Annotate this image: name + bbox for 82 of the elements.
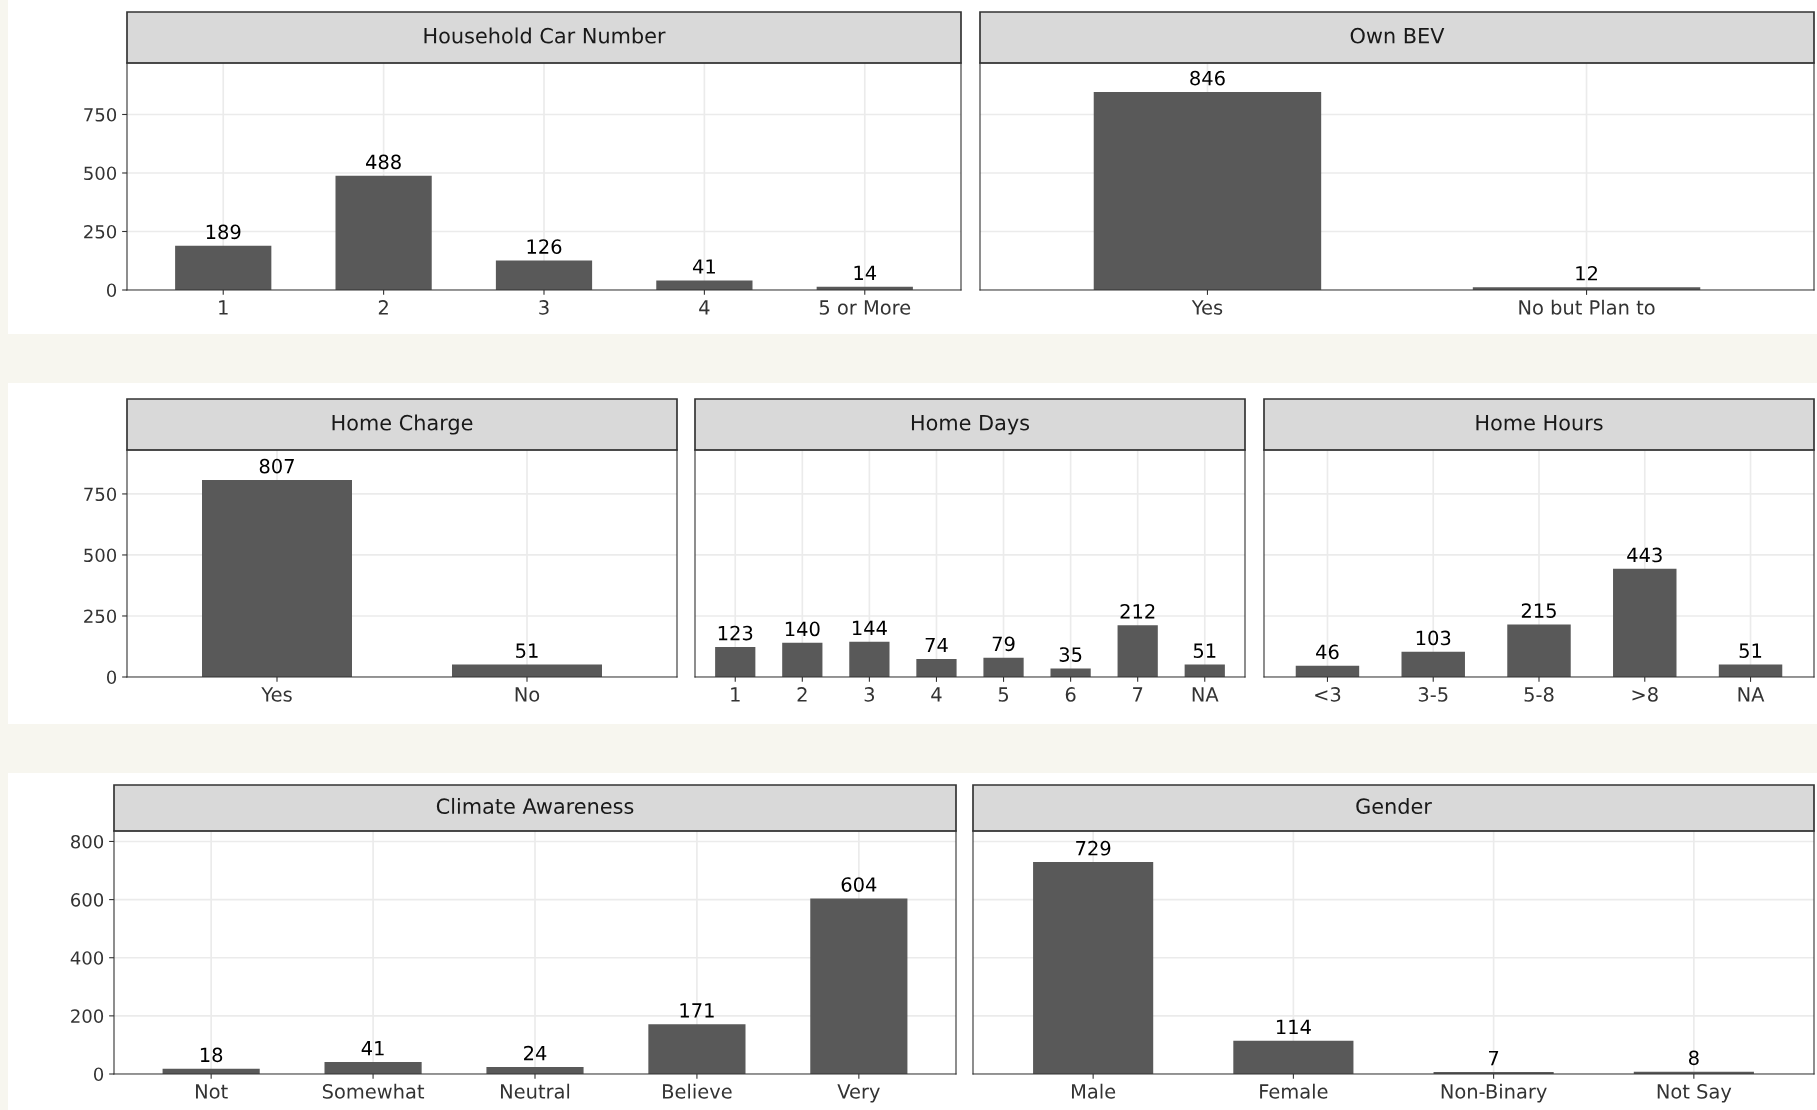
chart-title: Home Hours bbox=[1476, 415, 1603, 431]
data-label: 51 bbox=[1739, 643, 1762, 659]
y-tick-label: 250 bbox=[84, 609, 117, 624]
x-tick-label: 2 bbox=[378, 300, 388, 315]
x-tick-label: Non-Binary bbox=[1441, 1083, 1547, 1103]
x-tick-label: Not bbox=[196, 1084, 228, 1099]
data-label: 212 bbox=[1120, 604, 1155, 619]
x-tick-label: 1 bbox=[731, 687, 740, 702]
data-label: 123 bbox=[718, 625, 753, 641]
data-label: 46 bbox=[1316, 644, 1339, 660]
data-label: 14 bbox=[854, 265, 877, 280]
x-tick-label: No bbox=[515, 687, 540, 702]
x-tick-label: 2 bbox=[797, 687, 807, 702]
data-label: 144 bbox=[852, 620, 887, 636]
y-tick-label: 750 bbox=[84, 107, 117, 122]
data-label: 215 bbox=[1521, 603, 1556, 618]
x-tick-label: Believe bbox=[663, 1083, 732, 1099]
y-tick-label: 500 bbox=[84, 166, 117, 181]
data-label: 7 bbox=[1489, 1050, 1499, 1066]
data-label: 443 bbox=[1627, 547, 1662, 563]
data-label: 114 bbox=[1276, 1019, 1311, 1035]
x-tick-label: 1 bbox=[219, 300, 228, 315]
x-tick-label: No but Plan to bbox=[1519, 299, 1655, 315]
data-label: 8 bbox=[1688, 1050, 1699, 1066]
data-label: 140 bbox=[785, 621, 820, 637]
x-tick-label: >8 bbox=[1632, 687, 1658, 702]
y-tick-label: 400 bbox=[70, 951, 104, 965]
data-label: 488 bbox=[366, 154, 401, 170]
x-tick-label: Somewhat bbox=[322, 1083, 425, 1099]
data-label: 41 bbox=[361, 1041, 384, 1056]
y-tick-label: 800 bbox=[71, 834, 104, 849]
x-tick-label: 5 bbox=[998, 687, 1009, 702]
y-tick-label: 600 bbox=[71, 893, 104, 907]
x-tick-label: NA bbox=[1192, 687, 1219, 702]
data-label: 24 bbox=[524, 1045, 547, 1061]
data-label: 103 bbox=[1416, 630, 1451, 646]
x-tick-label: Neutral bbox=[501, 1083, 570, 1099]
data-label: 846 bbox=[1190, 70, 1225, 86]
x-tick-label: Not Say bbox=[1657, 1084, 1732, 1103]
x-tick-label: 4 bbox=[699, 300, 710, 315]
y-tick-label: 500 bbox=[84, 548, 117, 563]
data-label: 51 bbox=[1193, 643, 1216, 659]
data-label: 51 bbox=[516, 643, 538, 659]
chart-title: Climate Awareness bbox=[436, 797, 634, 815]
data-label: 171 bbox=[680, 1003, 714, 1018]
y-tick-label: 0 bbox=[106, 283, 117, 298]
data-label: 35 bbox=[1059, 647, 1082, 662]
x-tick-label: Yes bbox=[261, 687, 292, 702]
x-tick-label: 3-5 bbox=[1418, 687, 1448, 702]
data-label: 729 bbox=[1076, 840, 1111, 856]
x-tick-label: 3 bbox=[539, 300, 549, 315]
x-tick-label: 6 bbox=[1065, 687, 1076, 702]
y-tick-label: 0 bbox=[106, 670, 117, 685]
x-tick-label: 3 bbox=[864, 687, 875, 702]
y-tick-label: 750 bbox=[84, 487, 117, 502]
chart-title: Gender bbox=[1356, 797, 1432, 815]
x-tick-label: <3 bbox=[1315, 687, 1341, 702]
y-tick-label: 250 bbox=[84, 224, 117, 239]
chart-title: Home Charge bbox=[332, 414, 473, 435]
data-label: 18 bbox=[200, 1047, 223, 1063]
data-label: 126 bbox=[527, 239, 562, 254]
x-tick-label: 5 or More bbox=[819, 300, 911, 315]
data-label: 79 bbox=[992, 636, 1015, 652]
data-label: 74 bbox=[925, 637, 948, 653]
y-tick-label: 0 bbox=[93, 1067, 104, 1082]
x-tick-label: 4 bbox=[931, 687, 942, 702]
x-tick-label: Female bbox=[1260, 1083, 1328, 1099]
data-label: 12 bbox=[1576, 265, 1597, 281]
chart-title: Home Days bbox=[911, 415, 1030, 435]
chart-title: Household Car Number bbox=[424, 27, 666, 44]
x-tick-label: 5-8 bbox=[1524, 687, 1554, 702]
y-tick-label: 200 bbox=[71, 1009, 104, 1023]
data-label: 41 bbox=[692, 259, 715, 274]
data-label: 189 bbox=[206, 224, 241, 240]
x-tick-label: Male bbox=[1072, 1083, 1116, 1099]
data-label: 604 bbox=[841, 877, 877, 892]
data-label: 807 bbox=[259, 458, 294, 474]
x-tick-label: Yes bbox=[1191, 300, 1223, 315]
x-tick-label: Very bbox=[837, 1084, 880, 1103]
chart-title: Own BEV bbox=[1350, 27, 1445, 44]
x-tick-label: NA bbox=[1738, 687, 1765, 702]
x-tick-label: 7 bbox=[1133, 687, 1143, 702]
